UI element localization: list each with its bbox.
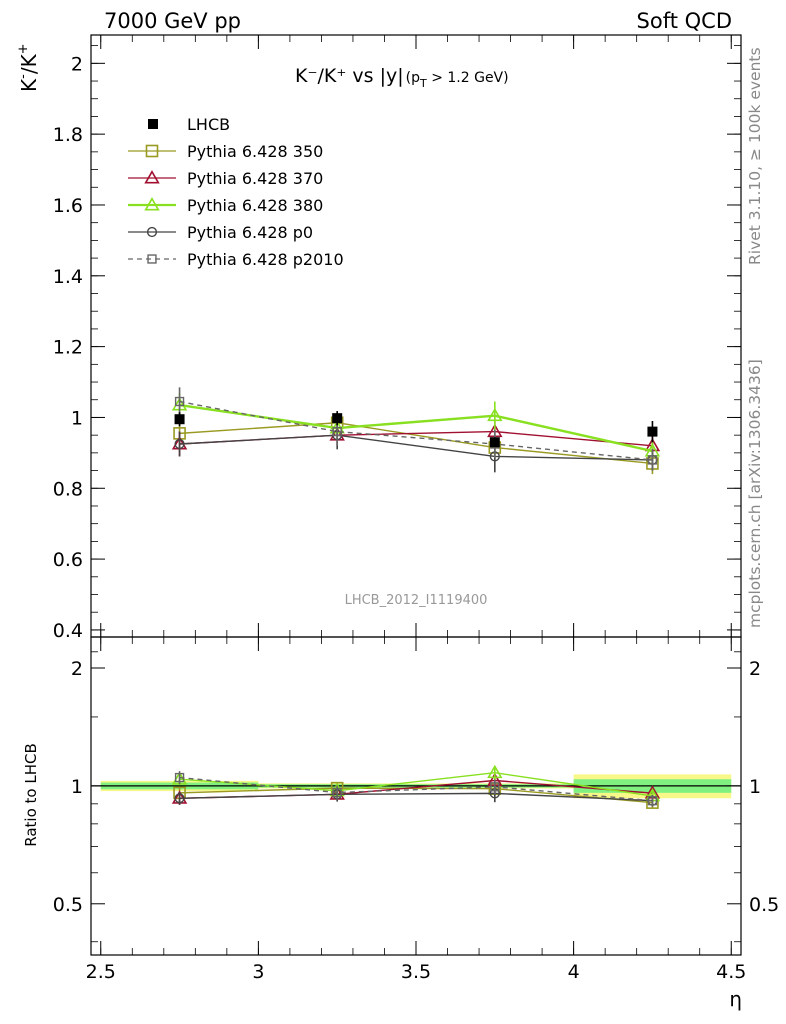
svg-text:K-/K+: K-/K+ bbox=[16, 43, 41, 92]
series-line bbox=[179, 430, 653, 447]
series-line bbox=[179, 792, 653, 802]
data-point bbox=[174, 793, 185, 804]
data-point bbox=[174, 396, 185, 407]
legend-label: Pythia 6.428 370 bbox=[187, 169, 323, 188]
legend-label: LHCB bbox=[187, 115, 230, 134]
y-tick-label: 0.6 bbox=[53, 549, 83, 571]
svg-text:K⁻/K⁺ vs |y|(pT > 1.2 GeV): K⁻/K⁺ vs |y| (pT > 1.2 GeV) bbox=[295, 65, 509, 90]
x-tick-label: 2.5 bbox=[86, 961, 116, 983]
series-line bbox=[179, 787, 653, 804]
data-point bbox=[332, 426, 342, 437]
series-line bbox=[179, 422, 653, 465]
series-line bbox=[179, 434, 653, 461]
svg-text:Rivet 3.1.10, ≥ 100k events: Rivet 3.1.10, ≥ 100k events bbox=[746, 47, 764, 265]
ratio-tick-label-right: 0.5 bbox=[749, 894, 779, 916]
mcplots-label: mcplots.cern.ch [arXiv:1306.3436] bbox=[746, 359, 764, 628]
x-tick-label: 3.5 bbox=[401, 961, 431, 983]
series-line bbox=[179, 776, 653, 802]
chart-title: K⁻/K⁺ vs |y| (pT > 1.2 GeV) bbox=[295, 65, 509, 90]
data-point bbox=[487, 764, 503, 779]
legend-marker bbox=[145, 144, 159, 158]
reference-data-point bbox=[647, 426, 658, 437]
series bbox=[171, 387, 661, 809]
data-point bbox=[174, 772, 185, 783]
rivet-version-label: Rivet 3.1.10, ≥ 100k events bbox=[746, 47, 764, 265]
data-point bbox=[174, 438, 185, 450]
reference-data-point bbox=[332, 413, 343, 424]
y-tick-label: 1.2 bbox=[53, 337, 83, 359]
y-tick-label: 2 bbox=[71, 53, 83, 75]
x-tick-label: 3 bbox=[252, 961, 264, 983]
y-tick-label: 1 bbox=[71, 407, 83, 429]
series-main bbox=[171, 392, 661, 462]
header-left: 7000 GeV pp bbox=[104, 9, 241, 33]
legend-label: Pythia 6.428 380 bbox=[187, 196, 323, 215]
series-ratio bbox=[174, 771, 658, 807]
ratio-y-axis-label: Ratio to LHCB bbox=[22, 743, 40, 847]
series-line bbox=[179, 403, 653, 453]
svg-text:mcplots.cern.ch [arXiv:1306.34: mcplots.cern.ch [arXiv:1306.3436] bbox=[746, 359, 764, 628]
x-tick-label: 4.5 bbox=[716, 961, 746, 983]
ratio-tick-label: 1 bbox=[71, 776, 83, 798]
y-tick-label: 1.6 bbox=[53, 195, 83, 217]
legend-marker bbox=[147, 254, 157, 264]
axes: 2.5 3 3.5 4 4.5 0.4 0.6 0.8 1 1.2 1.4 1.6 1.8 2 0.5 0.5… bbox=[53, 34, 779, 983]
y-tick-label: 0.8 bbox=[53, 478, 83, 500]
legend-marker bbox=[144, 170, 160, 184]
ratio-tick-label: 0.5 bbox=[53, 894, 83, 916]
legend-marker bbox=[146, 226, 158, 238]
ratio-tick-label-right: 1 bbox=[749, 776, 761, 798]
data-point bbox=[647, 455, 658, 465]
header-right: Soft QCD bbox=[637, 9, 732, 33]
legend-marker bbox=[148, 119, 158, 129]
y-tick-label: 0.4 bbox=[53, 620, 83, 642]
reference-data-point bbox=[489, 437, 500, 448]
y-tick-label: 1.8 bbox=[53, 124, 83, 146]
reference-data-point bbox=[174, 414, 185, 425]
legend-label: Pythia 6.428 350 bbox=[187, 142, 323, 161]
x-tick-label: 4 bbox=[568, 961, 580, 983]
data-point bbox=[490, 782, 500, 792]
series-main bbox=[171, 419, 661, 457]
series-line bbox=[179, 400, 653, 461]
x-axis-label: η bbox=[729, 987, 742, 1011]
legend-label: Pythia 6.428 p0 bbox=[187, 223, 313, 242]
data-point bbox=[647, 796, 658, 806]
watermark: LHCB_2012_I1119400 bbox=[345, 593, 488, 608]
y-tick-label: 1.4 bbox=[53, 266, 83, 288]
y-axis-label: K-/K+ bbox=[16, 43, 41, 92]
svg-text:Ratio to LHCB: Ratio to LHCB bbox=[22, 743, 40, 847]
ratio-tick-label: 2 bbox=[71, 658, 83, 680]
legend-label: Pythia 6.428 p2010 bbox=[187, 250, 344, 269]
legend: LHCB Pythia 6.428 350 Pythia 6.428 370 Pyth… bbox=[128, 115, 344, 269]
data-point bbox=[487, 407, 503, 422]
series-line bbox=[179, 772, 653, 797]
legend-marker bbox=[144, 197, 160, 211]
ratio-tick-label-right: 2 bbox=[749, 658, 761, 680]
data-point bbox=[332, 787, 342, 798]
